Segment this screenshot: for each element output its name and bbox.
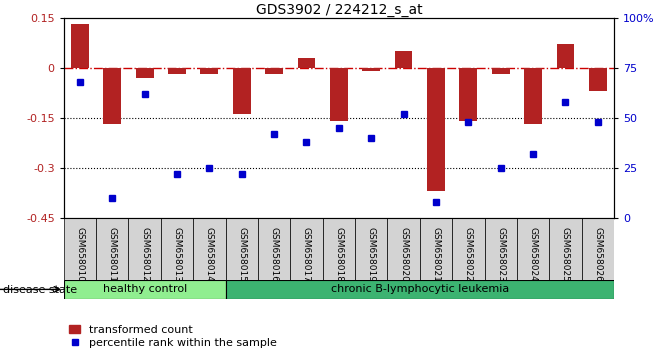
Text: GSM658011: GSM658011 bbox=[108, 227, 117, 282]
Bar bbox=[201, 68, 218, 74]
Bar bbox=[258, 218, 291, 280]
Bar bbox=[71, 24, 89, 68]
Bar bbox=[330, 68, 348, 121]
Bar bbox=[517, 218, 550, 280]
Bar bbox=[96, 218, 128, 280]
Bar bbox=[233, 68, 251, 114]
Bar bbox=[420, 218, 452, 280]
Text: GSM658020: GSM658020 bbox=[399, 227, 408, 282]
Text: GSM658026: GSM658026 bbox=[593, 227, 603, 282]
Bar bbox=[460, 68, 477, 121]
Bar bbox=[362, 68, 380, 71]
Bar bbox=[323, 218, 355, 280]
Bar bbox=[589, 68, 607, 91]
Text: GSM658012: GSM658012 bbox=[140, 227, 149, 282]
Legend: transformed count, percentile rank within the sample: transformed count, percentile rank withi… bbox=[69, 325, 277, 348]
Bar bbox=[484, 218, 517, 280]
Bar bbox=[355, 218, 387, 280]
Bar bbox=[168, 68, 186, 74]
Text: GSM658022: GSM658022 bbox=[464, 227, 473, 282]
Text: GSM658021: GSM658021 bbox=[431, 227, 440, 282]
Bar bbox=[225, 218, 258, 280]
Text: GSM658024: GSM658024 bbox=[529, 227, 537, 282]
Bar bbox=[136, 68, 154, 78]
Bar bbox=[556, 44, 574, 68]
Bar bbox=[427, 68, 445, 191]
Bar bbox=[550, 218, 582, 280]
Bar bbox=[161, 218, 193, 280]
Text: GSM658010: GSM658010 bbox=[75, 227, 85, 282]
Text: GSM658015: GSM658015 bbox=[238, 227, 246, 282]
Bar bbox=[387, 218, 420, 280]
Text: GSM658016: GSM658016 bbox=[270, 227, 278, 282]
Bar bbox=[395, 51, 413, 68]
Bar bbox=[452, 218, 484, 280]
Bar bbox=[225, 280, 614, 299]
Text: healthy control: healthy control bbox=[103, 284, 187, 295]
Bar bbox=[524, 68, 542, 124]
Text: GSM658014: GSM658014 bbox=[205, 227, 214, 282]
Bar bbox=[265, 68, 283, 74]
Bar bbox=[291, 218, 323, 280]
Bar bbox=[492, 68, 509, 74]
Bar bbox=[64, 218, 96, 280]
Text: chronic B-lymphocytic leukemia: chronic B-lymphocytic leukemia bbox=[331, 284, 509, 295]
Bar bbox=[582, 218, 614, 280]
Text: GSM658025: GSM658025 bbox=[561, 227, 570, 282]
Text: disease state: disease state bbox=[3, 285, 77, 295]
Text: GSM658023: GSM658023 bbox=[496, 227, 505, 282]
Text: GSM658013: GSM658013 bbox=[172, 227, 182, 282]
Bar bbox=[298, 58, 315, 68]
Bar bbox=[128, 218, 161, 280]
Text: GSM658018: GSM658018 bbox=[334, 227, 344, 282]
Title: GDS3902 / 224212_s_at: GDS3902 / 224212_s_at bbox=[256, 3, 422, 17]
Bar bbox=[64, 280, 225, 299]
Bar bbox=[103, 68, 121, 124]
Bar bbox=[193, 218, 225, 280]
Text: GSM658017: GSM658017 bbox=[302, 227, 311, 282]
Text: GSM658019: GSM658019 bbox=[367, 227, 376, 282]
